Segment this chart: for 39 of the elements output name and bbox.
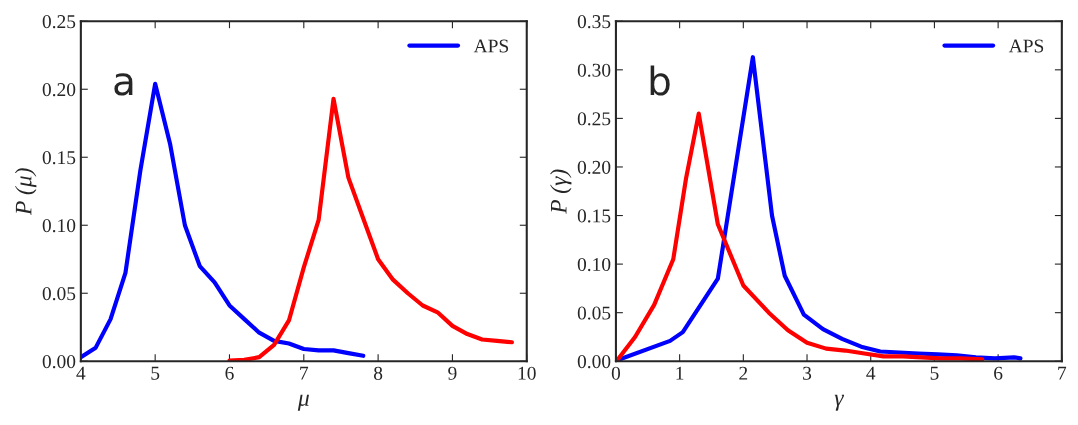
x-tick-label: 0: [611, 366, 621, 380]
x-tick-label: 6: [994, 366, 1003, 380]
x-tick-label: 8: [374, 366, 383, 380]
x-tick-label: 4: [76, 366, 86, 380]
x-tick-label: 7: [1058, 366, 1067, 380]
x-tick-label: 1: [676, 366, 684, 380]
legend-label: APS: [1008, 39, 1044, 53]
x-tick-label: 5: [151, 366, 160, 380]
y-tick-label: 0.00: [42, 355, 76, 369]
y-tick-label: 0.30: [577, 63, 611, 77]
x-tick-label: 2: [739, 366, 748, 380]
x-tick-label: 3: [803, 366, 812, 380]
y-axis-title: P (μ): [14, 168, 37, 216]
line-series: [227, 96, 514, 362]
x-tick-label: 5: [930, 366, 939, 380]
legend-label: APS: [473, 39, 509, 53]
y-tick-label: 0.20: [42, 83, 76, 97]
y-tick-label: 0.20: [577, 160, 611, 174]
x-axis-title: μ: [297, 394, 309, 411]
y-tick-label: 0.10: [577, 257, 611, 272]
y-tick-label: 0.25: [577, 112, 611, 126]
annotation: b: [650, 65, 670, 96]
y-tick-label: 0.00: [577, 355, 611, 369]
y-tick-label: 0.15: [577, 209, 611, 223]
x-tick-label: 4: [866, 366, 876, 380]
x-tick-label: 9: [448, 366, 457, 380]
y-tick-label: 0.15: [42, 151, 76, 165]
y-tick-label: 0.05: [42, 287, 76, 301]
x-axis-title: γ: [834, 394, 845, 411]
annotation: a: [114, 73, 133, 96]
x-tick-label: 7: [300, 366, 309, 380]
y-axis-title: P (γ): [550, 169, 572, 214]
y-tick-label: 0.05: [577, 306, 611, 320]
line-series: [615, 111, 985, 362]
x-tick-label: 6: [225, 366, 234, 380]
x-tick-label: 10: [518, 366, 536, 380]
y-tick-label: 0.25: [42, 15, 76, 29]
y-tick-label: 0.10: [42, 219, 76, 233]
y-tick-label: 0.35: [577, 15, 611, 29]
